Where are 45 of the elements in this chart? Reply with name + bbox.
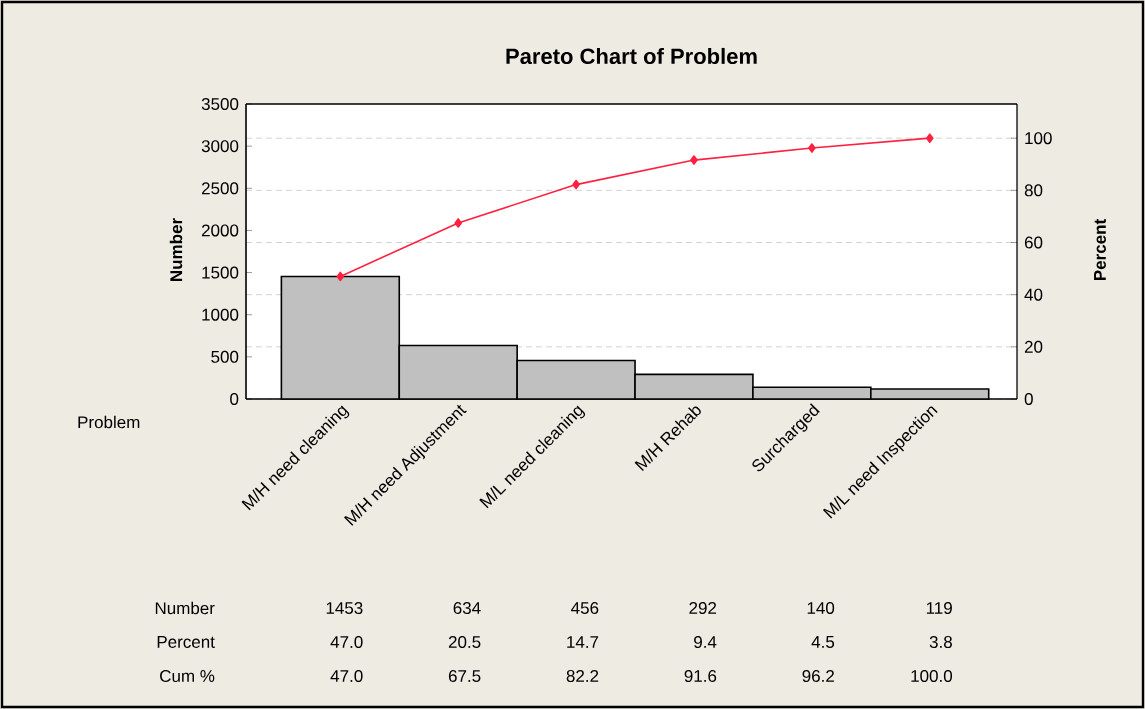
y2-tick-label: 60 xyxy=(1024,236,1043,249)
data-label: 91.6 xyxy=(684,670,717,683)
point xyxy=(808,143,816,153)
text: 4.5 xyxy=(811,636,835,648)
data-label: 96.2 xyxy=(802,670,834,683)
y-tick-label: 1000 xyxy=(202,308,239,321)
data-label: 456 xyxy=(571,602,599,615)
text: Cum % xyxy=(160,670,215,683)
text: 3.8 xyxy=(929,636,952,649)
y2-tick-label: 40 xyxy=(1024,288,1043,301)
text: 14.7 xyxy=(567,636,599,648)
data-label: 292 xyxy=(689,602,717,615)
x-axis-title: Problem xyxy=(78,415,140,429)
y2-tick-label: 100 xyxy=(1025,132,1052,145)
y2-tick-label: 80 xyxy=(1024,184,1043,197)
y2-axis-title: Percent xyxy=(1094,219,1106,281)
chart-title: Pareto Chart of Problem xyxy=(506,47,757,65)
y-tick-label: 500 xyxy=(211,350,239,363)
data-label: 634 xyxy=(453,602,481,615)
text: Number xyxy=(155,601,215,615)
point xyxy=(690,155,698,165)
point xyxy=(336,271,345,282)
y-tick-label: 1500 xyxy=(202,266,239,279)
y-tick-label: 3000 xyxy=(201,140,239,153)
y-tick-label: 0 xyxy=(230,393,239,406)
data-label: 1453 xyxy=(326,602,363,615)
text: 47.0 xyxy=(330,636,363,649)
data-label: 67.5 xyxy=(448,670,481,683)
data-label: 119 xyxy=(926,602,952,615)
y2-tick-label: 0 xyxy=(1024,392,1033,406)
text: Percent xyxy=(157,636,215,648)
y-tick-label: 3500 xyxy=(201,98,239,111)
data-label: 82.2 xyxy=(566,670,599,683)
data-label: 47.0 xyxy=(330,670,363,683)
y2-tick-label: 20 xyxy=(1024,340,1043,353)
y-tick-label: 2000 xyxy=(201,224,239,237)
data-label: 140 xyxy=(807,602,835,615)
text: 9.4 xyxy=(694,636,717,649)
point xyxy=(454,218,463,228)
y-axis-title: Number xyxy=(169,218,183,281)
point xyxy=(572,179,580,190)
point xyxy=(925,133,934,143)
y-tick-label: 2500 xyxy=(201,182,239,195)
text: 20.5 xyxy=(448,636,481,649)
data-label: 100.0 xyxy=(911,670,953,683)
